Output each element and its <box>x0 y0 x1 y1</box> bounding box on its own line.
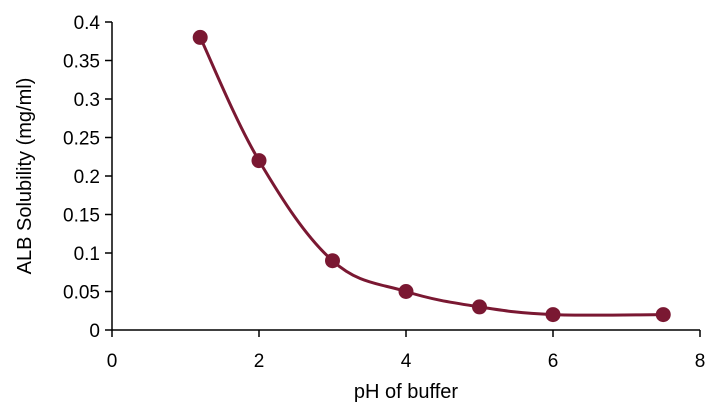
data-point-marker <box>192 29 208 45</box>
y-tick-label: 0.1 <box>74 244 100 265</box>
x-tick-label: 0 <box>107 351 118 372</box>
x-tick-label: 2 <box>254 351 265 372</box>
series <box>192 29 671 323</box>
data-point-marker <box>251 153 267 169</box>
y-tick-label: 0.2 <box>74 167 100 188</box>
y-tick-label: 0.15 <box>63 206 100 227</box>
x-tick-label: 6 <box>548 351 559 372</box>
x-axis-title: pH of buffer <box>354 381 458 403</box>
y-tick-label: 0.4 <box>74 13 101 34</box>
data-point-marker <box>655 307 671 323</box>
x-tick-label: 8 <box>695 351 706 372</box>
data-point-marker <box>545 307 561 323</box>
y-tick-label: 0.3 <box>74 90 100 111</box>
data-point-marker <box>472 299 487 315</box>
data-point-marker <box>325 253 340 269</box>
axes <box>111 22 700 331</box>
data-point-marker <box>398 284 414 299</box>
y-tick-label: 0 <box>89 321 100 342</box>
series-line <box>198 35 665 317</box>
y-tick-label: 0.25 <box>63 129 100 150</box>
y-tick-label: 0.05 <box>63 283 100 304</box>
x-tick-label: 4 <box>401 351 412 372</box>
y-axis-title: ALB Solubility (mg/ml) <box>14 78 36 275</box>
ticks <box>105 21 701 337</box>
tick-labels: 0 2 4 6 8 0 0.05 0.1 0.15 0.2 0.25 0.3 0.35 0.4 <box>63 13 705 372</box>
y-tick-label: 0.35 <box>63 52 100 73</box>
